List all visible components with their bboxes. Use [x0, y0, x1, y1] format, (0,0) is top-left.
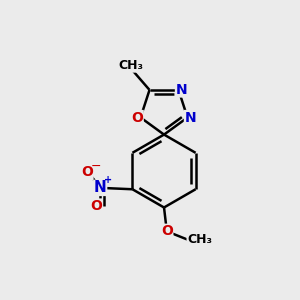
Text: N: N: [184, 110, 196, 124]
Text: O: O: [81, 165, 93, 179]
Text: CH₃: CH₃: [187, 233, 212, 246]
Text: N: N: [94, 180, 106, 195]
Text: CH₃: CH₃: [119, 59, 144, 72]
Text: −: −: [91, 160, 101, 173]
Text: O: O: [161, 224, 173, 238]
Text: N: N: [176, 83, 187, 97]
Text: O: O: [90, 199, 102, 213]
Text: O: O: [131, 110, 143, 124]
Text: +: +: [104, 175, 112, 185]
